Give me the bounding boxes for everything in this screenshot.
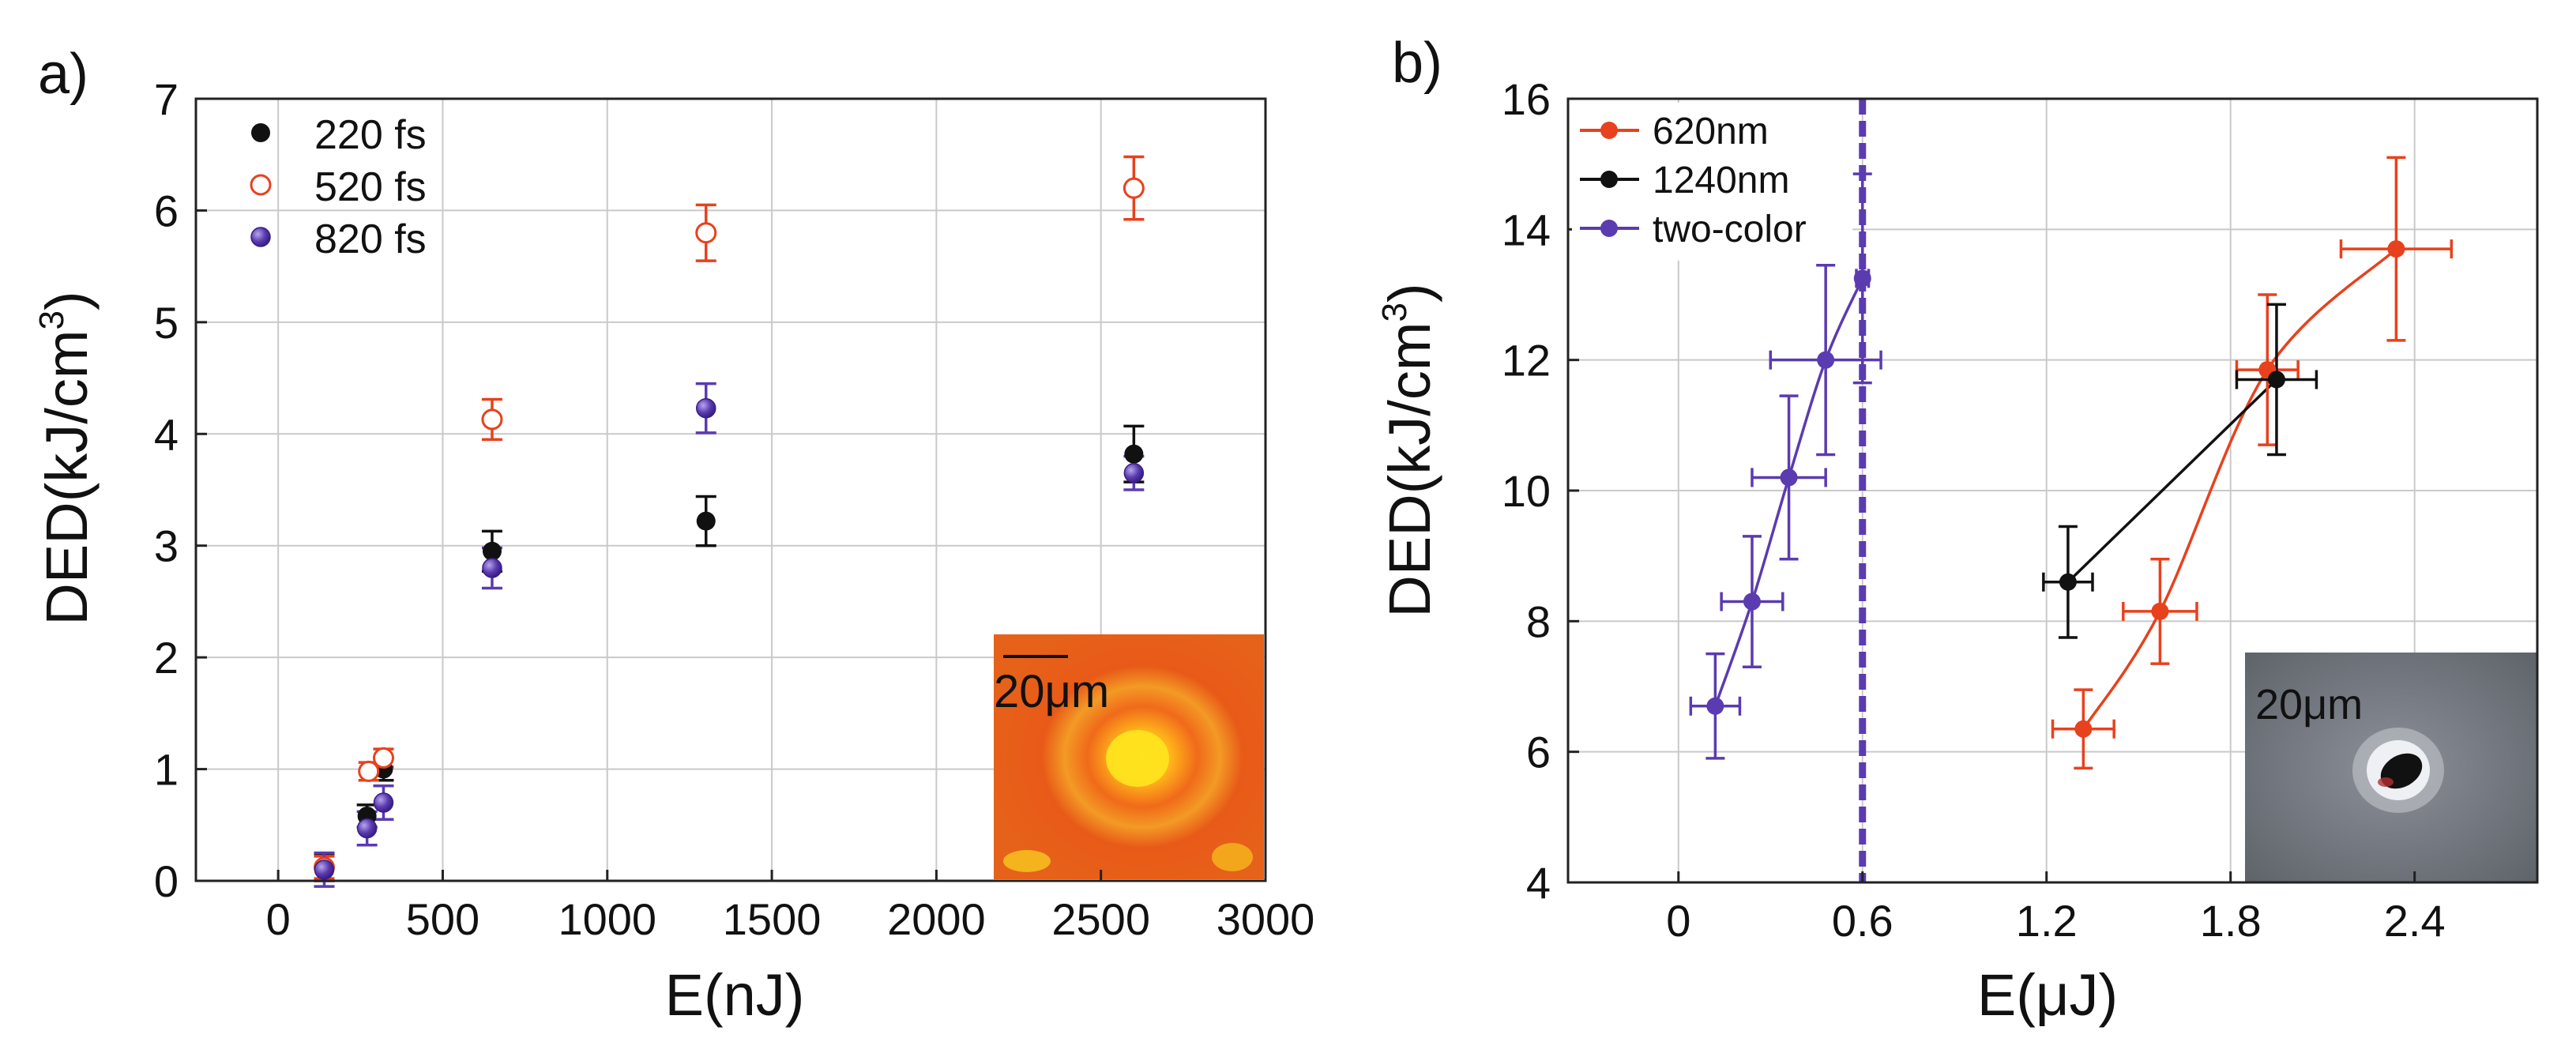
panel-b-y-axis-label: DED(kJ/cm3) [1375,283,1442,617]
series-820-fs-point [696,398,716,419]
panel-b-x-tick-label: 1.8 [2200,896,2262,946]
panel-b-data-points [1706,240,2405,738]
panel-b-y-tick-label: 6 [1526,728,1551,777]
panel-a-y-tick-label: 3 [154,521,179,571]
legend-label-220-fs: 220 fs [314,112,427,158]
legend-marker-two-color [1600,220,1618,237]
panel-a-grid [196,98,1266,882]
panel-a-x-tick-label: 2500 [1051,894,1150,944]
series-620nm-point [2074,720,2093,738]
panel-b-x-axis-label: E(μJ) [1977,962,2118,1028]
series-820-fs-point [482,558,502,578]
panel-b-x-tick-label: 0.6 [1832,896,1893,946]
series-two-color-point [1743,592,1761,611]
series-820-fs-point [373,792,394,813]
panel-a-inset-scale-label: 20μm [994,666,1109,717]
series-820-fs-point [356,818,378,839]
series-620nm-line [2081,247,2397,730]
panel-b-y-tick-label: 12 [1502,336,1551,386]
panel-a-chart: a) 20μm 0 500 1000 1500 2000 2500 3000 0 1 2 3 4 5 6 7… [32,43,1314,1028]
series-220-fs-point [482,541,502,561]
legend-label-820-fs: 820 fs [314,216,427,262]
panel-a-y-tick-label: 0 [154,856,179,906]
series-1240nm-line [2066,378,2278,583]
panel-a-label: a) [38,43,88,106]
series-1240nm-point [2267,371,2285,389]
panel-a-y-tick-label: 1 [154,745,179,795]
panel-a-x-tick-label: 1000 [558,894,656,944]
panel-b-label: b) [1392,32,1442,95]
panel-b-y-axis-label-close: ) [1377,283,1442,303]
series-two-color-point [1780,468,1798,487]
legend-label-520-fs: 520 fs [314,164,427,210]
panel-a-y-tick-label: 5 [154,298,179,348]
panel-a-x-axis-label: E(nJ) [665,962,805,1028]
panel-b-inset-scale-label: 20μm [2255,681,2363,728]
panel-b-ticks: 0 0.6 1.2 1.8 2.4 4 6 8 10 12 14 16 [1502,74,2446,946]
legend-marker-620nm [1600,122,1618,139]
panel-a-y-axis-label-sup: 3 [32,310,71,329]
series-820-fs-point [1123,463,1145,483]
legend-marker-1240nm [1600,171,1618,188]
panel-a-y-axis-label: DED(kJ/cm3) [32,291,100,625]
panel-b-y-axis-label-main: DED(kJ/cm [1377,322,1442,618]
panel-b-x-tick-label: 0 [1666,896,1690,946]
panel-a-plot-frame [194,97,1267,882]
series-520-fs-point [358,760,380,782]
series-620nm-point [2387,240,2405,258]
series-two-color-point [1706,697,1724,715]
panel-a-x-tick-label: 500 [406,894,479,944]
panel-a-y-tick-label: 2 [154,633,179,683]
series-520-fs-point [695,222,717,244]
series-520-fs-point [1123,177,1145,199]
panel-a-inset-image: 20μm [994,634,1264,879]
panel-a-x-tick-label: 3000 [1217,894,1315,944]
series-220-fs-point [1124,444,1144,464]
panel-a-y-tick-label: 6 [154,186,179,235]
panel-b-chart: b) 20μm 0 0.6 1.2 1.8 2.4 4 6 8 10 12 14 16 620nm 12… [1375,32,2539,1028]
panel-b-y-tick-label: 16 [1502,74,1551,124]
panel-b-x-tick-label: 2.4 [2384,896,2446,946]
series-220-fs-point [696,511,716,531]
legend-label-1240nm: 1240nm [1653,160,1789,201]
panel-a-x-tick-label: 1500 [723,894,822,944]
panel-b-legend: 620nm 1240nm two-color [1572,103,1852,261]
series-620nm-point [2151,602,2169,620]
legend-label-620nm: 620nm [1653,111,1769,152]
series-1240nm-point [2059,573,2077,591]
panel-b-y-tick-label: 8 [1526,596,1551,646]
panel-a-y-axis-label-close: ) [34,291,100,310]
panel-a-ticks: 0 500 1000 1500 2000 2500 3000 0 1 2 3 4 5 6 7 [154,74,1314,944]
panel-a-x-tick-label: 2000 [887,894,986,944]
legend-marker-820-fs [250,227,271,247]
legend-label-two-color: two-color [1653,209,1807,250]
series-820-fs-point [314,860,335,880]
panel-b-inset-image: 20μm [2245,653,2537,882]
series-520-fs-point [481,408,503,431]
legend-marker-220-fs [251,123,270,142]
panel-b-y-tick-label: 14 [1502,205,1551,254]
panel-a-legend: 220 fs 520 fs 820 fs [250,112,427,262]
panel-a-data-points [313,177,1145,880]
panel-b-x-tick-label: 1.2 [2016,896,2078,946]
series-two-color-point [1853,269,1871,288]
panel-a-y-tick-label: 7 [154,74,179,124]
panel-a-x-tick-label: 0 [266,894,291,944]
legend-marker-520-fs [250,174,272,196]
panel-a-y-tick-label: 4 [154,409,179,459]
series-two-color-point [1817,351,1835,369]
panel-b-y-axis-label-sup: 3 [1375,303,1414,322]
panel-a-y-axis-label-main: DED(kJ/cm [34,330,100,626]
series-520-fs-point [372,747,394,769]
panel-b-y-tick-label: 4 [1526,858,1551,908]
panel-b-y-tick-label: 10 [1502,466,1551,516]
